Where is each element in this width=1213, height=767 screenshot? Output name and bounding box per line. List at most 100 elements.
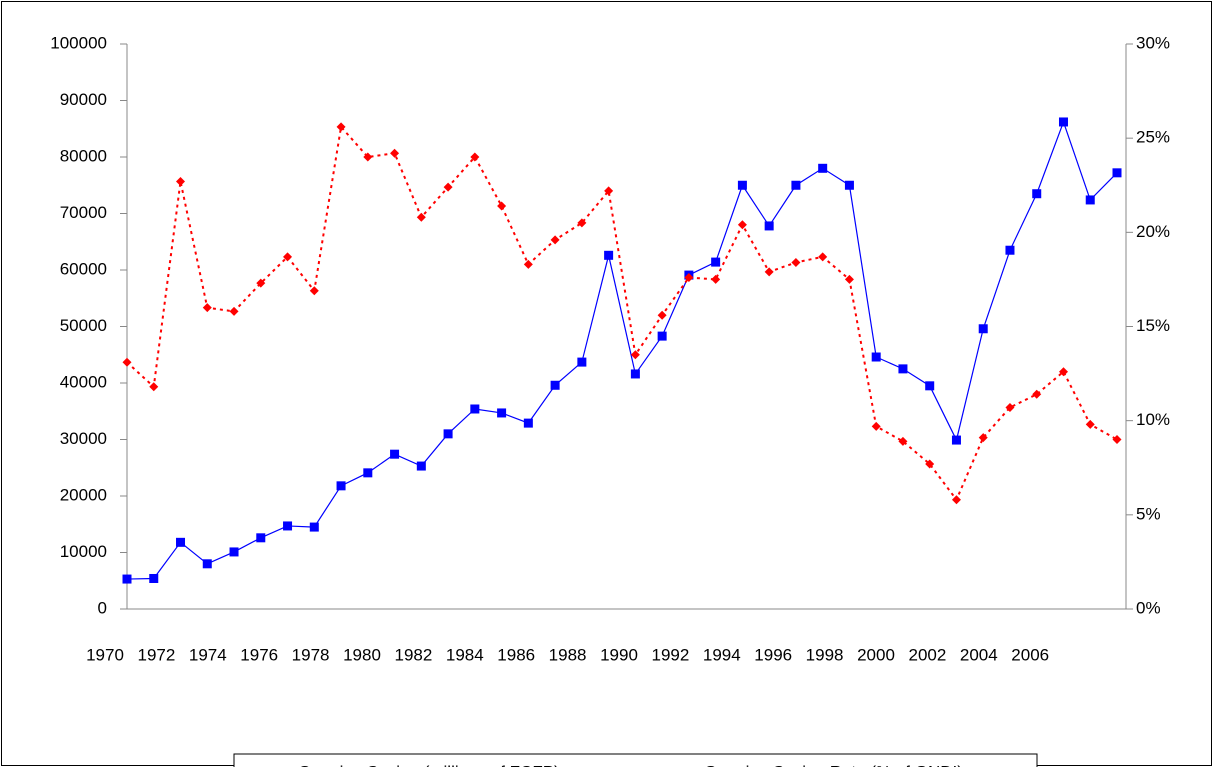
x-tick-label: 1986 — [497, 645, 535, 664]
marker — [684, 273, 694, 283]
marker — [336, 481, 346, 491]
marker — [978, 433, 988, 443]
marker — [390, 449, 400, 459]
marker — [256, 533, 266, 543]
marker — [416, 212, 426, 222]
marker — [390, 148, 400, 158]
y2-tick-label: 10% — [1136, 410, 1170, 429]
marker — [149, 382, 159, 392]
marker — [1032, 189, 1042, 199]
marker — [1005, 245, 1015, 255]
marker — [925, 381, 935, 391]
y-tick-label: 60000 — [60, 259, 107, 278]
x-tick-label: 1972 — [137, 645, 175, 664]
marker — [202, 559, 212, 569]
marker — [202, 303, 212, 313]
marker — [470, 152, 480, 162]
marker — [577, 357, 587, 367]
marker — [336, 122, 346, 132]
x-tick-label: 1982 — [394, 645, 432, 664]
marker — [898, 364, 908, 374]
marker — [951, 495, 961, 505]
marker — [229, 547, 239, 557]
marker — [443, 182, 453, 192]
marker — [497, 408, 507, 418]
x-tick-label: 2006 — [1011, 645, 1049, 664]
x-tick-label: 1994 — [703, 645, 741, 664]
marker — [604, 250, 614, 260]
marker — [1112, 168, 1122, 178]
y-tick-label: 90000 — [60, 90, 107, 109]
marker — [871, 352, 881, 362]
marker — [791, 180, 801, 190]
marker — [577, 218, 587, 228]
marker — [844, 274, 854, 284]
x-tick-label: 1978 — [292, 645, 330, 664]
marker — [657, 331, 667, 341]
marker — [122, 574, 132, 584]
marker — [978, 324, 988, 334]
x-tick-label: 1990 — [600, 645, 638, 664]
marker — [470, 404, 480, 414]
marker — [309, 286, 319, 296]
marker — [1085, 419, 1095, 429]
legend-label: Genuine Saving (millions of FCFP) — [298, 762, 560, 767]
marker — [523, 259, 533, 269]
x-tick-label: 1970 — [86, 645, 124, 664]
x-tick-label: 1998 — [806, 645, 844, 664]
y2-tick-label: 15% — [1136, 316, 1170, 335]
marker — [871, 421, 881, 431]
marker — [657, 310, 667, 320]
marker — [283, 521, 293, 531]
marker — [818, 252, 828, 262]
x-tick-label: 2004 — [960, 645, 998, 664]
legend: Genuine Saving (millions of FCFP) Genuine… — [233, 753, 1038, 767]
marker — [711, 274, 721, 284]
marker — [737, 180, 747, 190]
x-tick-label: 1974 — [189, 645, 227, 664]
marker — [1058, 117, 1068, 127]
marker — [1085, 195, 1095, 205]
y-tick-label: 0 — [98, 598, 107, 617]
marker — [256, 278, 266, 288]
y-tick-label: 30000 — [60, 429, 107, 448]
marker — [550, 235, 560, 245]
legend-box — [233, 753, 1038, 767]
marker — [1032, 389, 1042, 399]
x-tick-label: 2000 — [857, 645, 895, 664]
marker — [497, 201, 507, 211]
marker — [149, 573, 159, 583]
y-tick-label: 50000 — [60, 316, 107, 335]
marker — [176, 537, 186, 547]
marker — [1112, 435, 1122, 444]
y2-tick-label: 20% — [1136, 222, 1170, 241]
marker — [925, 459, 935, 469]
y-tick-label: 80000 — [60, 146, 107, 165]
marker — [764, 267, 774, 277]
marker — [443, 429, 453, 439]
y2-tick-label: 0% — [1136, 598, 1161, 617]
marker — [791, 257, 801, 267]
y2-tick-label: 5% — [1136, 504, 1161, 523]
marker — [604, 186, 614, 196]
marker — [283, 252, 293, 262]
marker — [309, 522, 319, 532]
marker — [1058, 367, 1068, 377]
marker — [1005, 402, 1015, 412]
marker — [737, 220, 747, 230]
y-tick-label: 10000 — [60, 542, 107, 561]
legend-label: Genuine Saving Rate (% of GNDI) — [704, 762, 963, 767]
marker — [122, 357, 132, 367]
marker — [523, 418, 533, 428]
marker — [951, 435, 961, 445]
y-tick-label: 40000 — [60, 372, 107, 391]
x-tick-label: 1992 — [651, 645, 689, 664]
x-tick-label: 1996 — [754, 645, 792, 664]
marker — [711, 257, 721, 267]
marker — [416, 461, 426, 471]
marker — [630, 350, 640, 360]
marker — [550, 380, 560, 390]
y-tick-label: 20000 — [60, 485, 107, 504]
series-line — [126, 124, 1118, 502]
